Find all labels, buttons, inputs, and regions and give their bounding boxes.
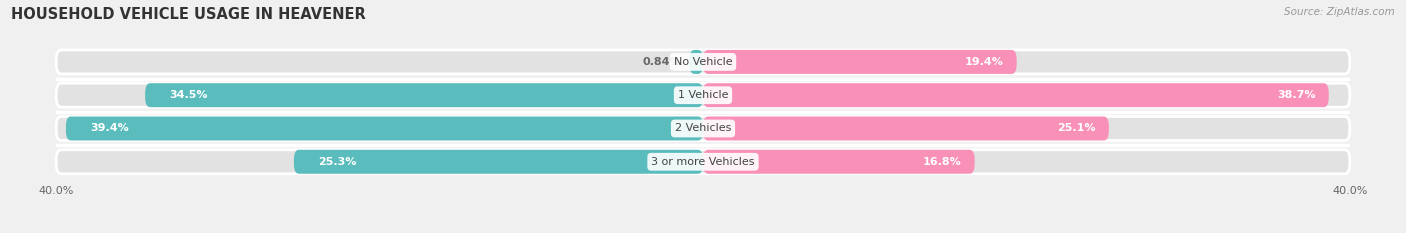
FancyBboxPatch shape	[56, 150, 1350, 174]
FancyBboxPatch shape	[294, 150, 703, 174]
Text: 1 Vehicle: 1 Vehicle	[678, 90, 728, 100]
Text: 25.3%: 25.3%	[318, 157, 357, 167]
Text: No Vehicle: No Vehicle	[673, 57, 733, 67]
Text: 38.7%: 38.7%	[1277, 90, 1316, 100]
Text: 39.4%: 39.4%	[90, 123, 129, 134]
Text: 16.8%: 16.8%	[922, 157, 962, 167]
Text: 0.84%: 0.84%	[643, 57, 682, 67]
FancyBboxPatch shape	[703, 150, 974, 174]
FancyBboxPatch shape	[703, 116, 1109, 140]
Text: 19.4%: 19.4%	[965, 57, 1004, 67]
FancyBboxPatch shape	[703, 50, 1017, 74]
Text: 2 Vehicles: 2 Vehicles	[675, 123, 731, 134]
Text: HOUSEHOLD VEHICLE USAGE IN HEAVENER: HOUSEHOLD VEHICLE USAGE IN HEAVENER	[11, 7, 366, 22]
FancyBboxPatch shape	[689, 50, 703, 74]
Text: 25.1%: 25.1%	[1057, 123, 1095, 134]
FancyBboxPatch shape	[56, 83, 1350, 107]
FancyBboxPatch shape	[703, 83, 1329, 107]
Text: 3 or more Vehicles: 3 or more Vehicles	[651, 157, 755, 167]
FancyBboxPatch shape	[56, 50, 1350, 74]
Text: Source: ZipAtlas.com: Source: ZipAtlas.com	[1284, 7, 1395, 17]
FancyBboxPatch shape	[145, 83, 703, 107]
FancyBboxPatch shape	[66, 116, 703, 140]
Text: 34.5%: 34.5%	[170, 90, 208, 100]
FancyBboxPatch shape	[56, 116, 1350, 140]
